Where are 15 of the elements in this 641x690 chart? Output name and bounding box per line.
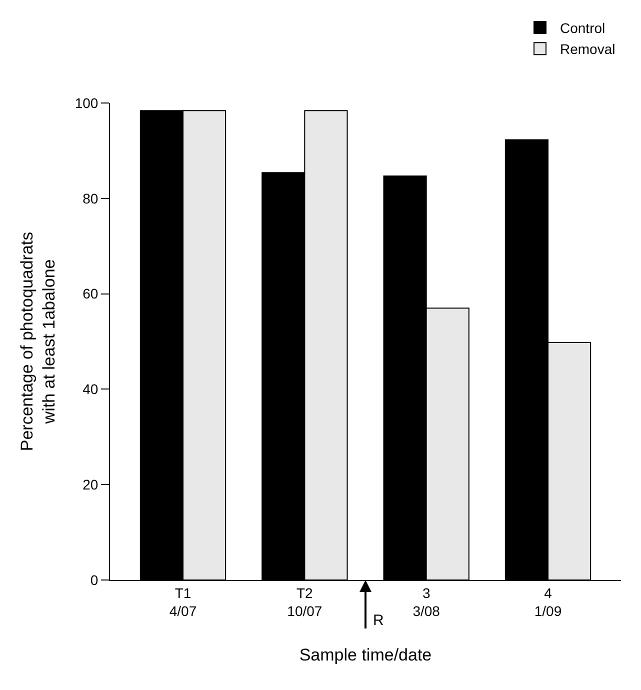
- x-tick-label: T1 4/07: [169, 584, 197, 619]
- y-tick-label: 20: [82, 476, 98, 492]
- y-tick-label: 80: [82, 190, 98, 206]
- legend-label: Removal: [560, 41, 616, 58]
- y-tick-label: 0: [90, 572, 98, 588]
- x-tick-label: 3 3/08: [412, 584, 440, 619]
- y-axis-title: Percentage of photoquadrats with at least 1abalone: [17, 232, 58, 452]
- y-tick-label: 100: [74, 94, 98, 111]
- text: R: [373, 612, 384, 629]
- y-tick-label: 60: [82, 286, 98, 302]
- y-tick-label: 40: [82, 381, 98, 398]
- x-tick-label: T2 10/07: [287, 584, 322, 619]
- x-axis-title: Sample time/date: [299, 645, 432, 664]
- x-tick-label: 4 1/09: [534, 584, 562, 619]
- legend-label: Control: [560, 20, 606, 36]
